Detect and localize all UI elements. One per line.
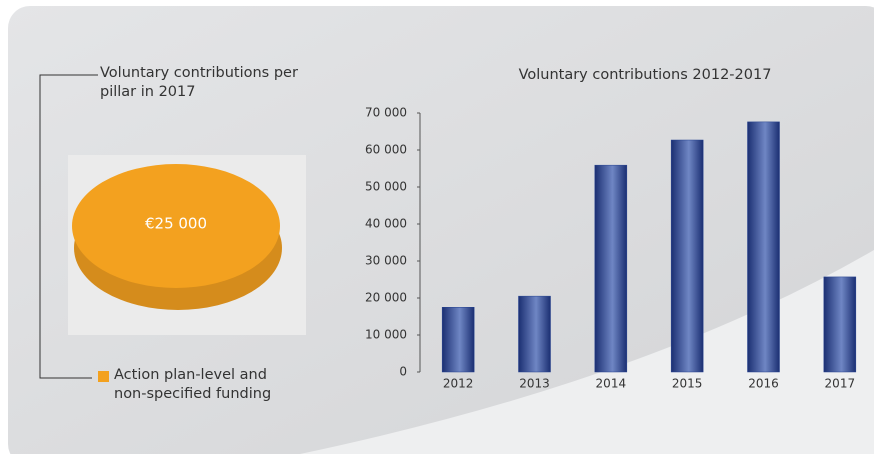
y-tick-label: 60 000 [365,143,407,157]
bar-title: Voluntary contributions 2012-2017 [518,67,772,83]
x-tick-label: 2014 [596,377,627,391]
bar [670,139,704,373]
legend-label: Action plan-level and non-specified fund… [114,367,272,402]
x-tick-label: 2015 [672,377,703,391]
bar [594,164,628,373]
bar [518,295,551,373]
y-tick-label: 10 000 [365,328,407,342]
bar [747,121,780,373]
y-tick-label: 30 000 [365,254,407,268]
legend-swatch [98,371,109,382]
value-label: €25 000 [145,215,207,233]
x-tick-label: 2017 [825,377,856,391]
pie-title: Voluntary contributions per pillar in 20… [100,65,298,100]
x-tick-label: 2013 [519,377,550,391]
y-tick-label: 20 000 [365,291,407,305]
coin [72,164,280,288]
x-tick-label: 2012 [443,377,474,391]
bar [823,276,857,373]
background [8,6,874,454]
y-tick-label: 40 000 [365,217,407,231]
x-tick-label: 2016 [748,377,779,391]
y-tick-label: 50 000 [365,180,407,194]
y-tick-label: 70 000 [365,106,407,120]
swoosh [300,250,874,454]
bracket [39,74,98,379]
bar [441,307,475,373]
y-tick-label: 0 [399,365,407,379]
